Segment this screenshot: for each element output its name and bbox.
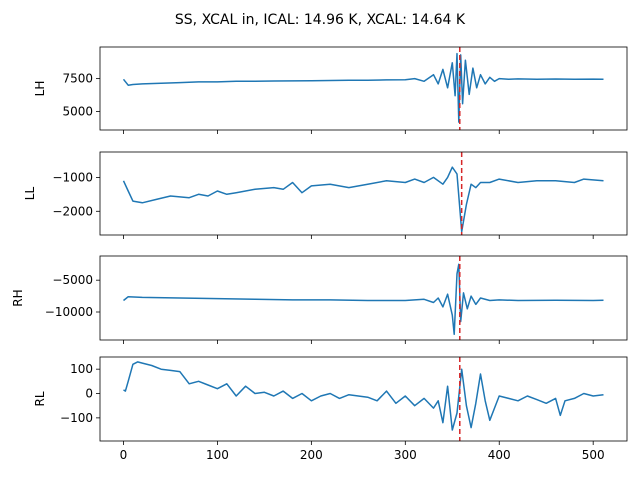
rl-ytick-label: 100: [70, 362, 93, 376]
rl-ylabel: RL: [33, 391, 47, 406]
rl-ytick-label: −100: [60, 411, 93, 425]
rh-line-series: [123, 263, 604, 336]
rh-ytick-label: −10000: [45, 305, 93, 319]
ll-xticks: [123, 235, 594, 239]
lh-ylabel: LH: [33, 81, 47, 97]
ll-ylabel: LL: [23, 187, 37, 201]
rh-series-line: [123, 263, 604, 336]
ll-yticks: −2000 −1000: [52, 170, 100, 218]
ll-series-line: [122, 166, 604, 233]
subplot-rl: −100 0 100 0 100 200 300 400 500 RL: [33, 356, 628, 462]
rl-xtick-label: 500: [582, 448, 605, 462]
ll-ytick-label: −2000: [52, 204, 93, 218]
lh-axes-frame: [99, 46, 628, 131]
rh-ylabel: RH: [11, 289, 25, 306]
subplot-rh: −10000 −5000 RH: [11, 255, 628, 344]
subplot-lh: 5000 7500 LH: [33, 46, 628, 134]
lh-series-line: [122, 52, 604, 123]
rl-xticks: 0 100 200 300 400 500: [120, 441, 605, 462]
rl-xtick-label: 300: [394, 448, 417, 462]
rl-yticks: −100 0 100: [60, 362, 100, 425]
subplot-ll: −2000 −1000 LL: [23, 151, 628, 239]
rl-ytick-label: 0: [85, 387, 93, 401]
rh-axes-frame: [99, 255, 628, 341]
rl-axes-frame: [99, 356, 628, 442]
rh-ytick-label: −5000: [52, 273, 93, 287]
rl-xtick-label: 0: [120, 448, 128, 462]
rl-series-line: [123, 361, 604, 431]
lh-ytick-label: 7500: [62, 72, 93, 86]
figure-title: SS, XCAL in, ICAL: 14.96 K, XCAL: 14.64 …: [175, 12, 466, 28]
ll-line-series: [122, 166, 604, 233]
lh-yticks: 5000 7500: [62, 72, 100, 119]
lh-line-series: [122, 52, 604, 123]
ll-axes-frame: [99, 151, 628, 236]
rl-xtick-label: 100: [206, 448, 229, 462]
rl-xtick-label: 200: [300, 448, 323, 462]
rh-yticks: −10000 −5000: [45, 273, 100, 319]
lh-xticks: [123, 130, 594, 134]
ll-ytick-label: −1000: [52, 170, 93, 184]
lh-ytick-label: 5000: [62, 105, 93, 119]
rl-line-series: [123, 361, 604, 431]
rh-xticks: [123, 340, 594, 344]
rl-xtick-label: 400: [488, 448, 511, 462]
